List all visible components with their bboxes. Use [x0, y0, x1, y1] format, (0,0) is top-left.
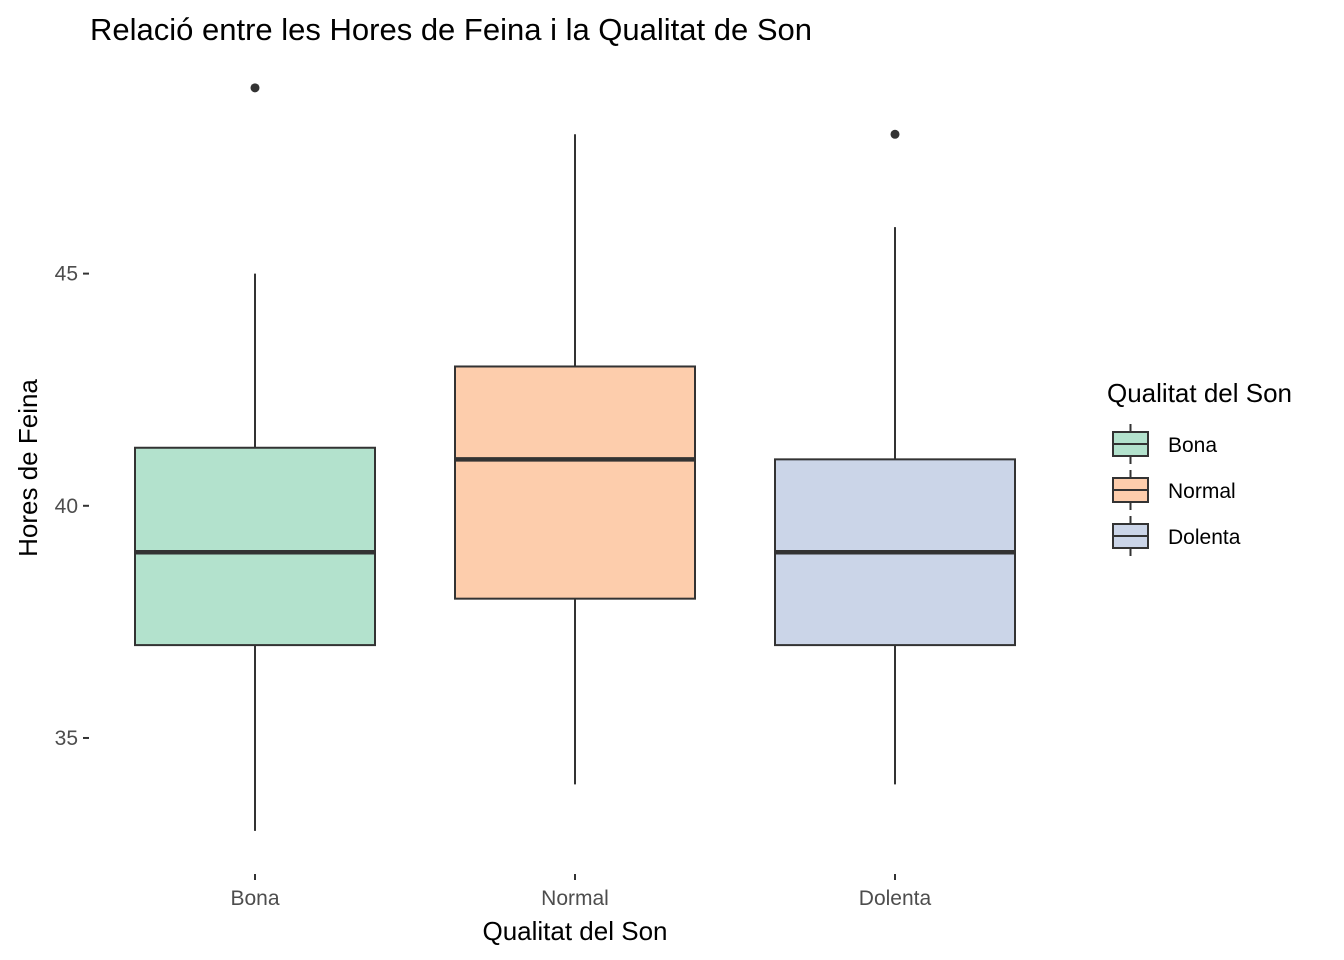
legend-title: Qualitat del Son — [1107, 378, 1292, 408]
iqr-box — [134, 446, 376, 647]
legend-label: Normal — [1168, 480, 1236, 503]
y-tick-label: 35 — [55, 727, 78, 750]
outlier-point — [890, 129, 900, 139]
plot-area — [134, 83, 1016, 831]
box-bona — [134, 83, 376, 831]
legend-item-normal: Normal — [1112, 470, 1236, 510]
x-axis: Bona Normal Dolenta — [230, 874, 932, 910]
y-tick-label: 45 — [55, 263, 78, 286]
y-axis-title: Hores de Feina — [13, 379, 43, 557]
chart-title: Relació entre les Hores de Feina i la Qu… — [90, 12, 812, 47]
x-tick-label: Dolenta — [859, 887, 932, 910]
box-normal — [454, 134, 696, 785]
x-tick-label: Bona — [230, 887, 279, 910]
legend-label: Dolenta — [1168, 526, 1241, 549]
x-axis-title: Qualitat del Son — [482, 916, 667, 946]
legend: Qualitat del Son Bona Normal Dolenta — [1107, 378, 1292, 556]
iqr-box — [454, 365, 696, 600]
x-tick-label: Normal — [541, 887, 609, 910]
legend-item-dolenta: Dolenta — [1112, 516, 1241, 556]
y-tick-label: 40 — [55, 495, 78, 518]
outlier-point — [250, 83, 260, 93]
y-axis: 35 40 45 — [55, 263, 89, 750]
box-dolenta — [774, 129, 1016, 785]
legend-label: Bona — [1168, 434, 1217, 457]
legend-item-bona: Bona — [1112, 424, 1217, 464]
